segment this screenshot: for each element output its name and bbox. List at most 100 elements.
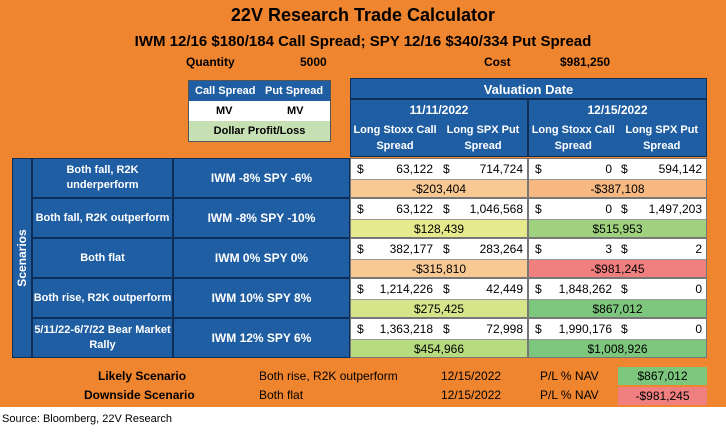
scenario-d1-block: $1,214,226 $42,449 $275,425 — [350, 278, 528, 318]
source-note: Source: Bloomberg, 22V Research — [2, 413, 172, 425]
call-mv-value: 1,363,218 — [379, 322, 433, 336]
mv-line: $63,122 $714,724 — [351, 159, 527, 179]
put-mv-value: 72,998 — [486, 322, 523, 336]
call-mv-value: 1,214,226 — [379, 282, 433, 296]
cost-value: $981,250 — [560, 55, 611, 69]
dollar-sign: $ — [357, 322, 364, 336]
put-mv-value: 42,449 — [486, 282, 523, 296]
scenario-move: IWM 10% SPY 8% — [173, 278, 350, 318]
pl-value: -$315,810 — [351, 259, 527, 277]
scenario-name: Both rise, R2K outperform — [32, 278, 173, 318]
mv-line: $1,363,218 $72,998 — [351, 319, 527, 339]
legend-dollar-pl: Dollar Profit/Loss — [189, 121, 330, 141]
dollar-sign: $ — [357, 242, 364, 256]
pl-value: $128,439 — [351, 219, 527, 237]
pl-value: -$981,245 — [529, 259, 706, 277]
scenario-row: Both rise, R2K outperform IWM 10% SPY 8% $… — [32, 278, 707, 318]
dollar-sign: $ — [443, 162, 450, 176]
downside-scenario-name: Both flat — [259, 388, 304, 402]
cost-label: Cost — [484, 55, 511, 69]
put-mv-value: 1,497,203 — [648, 202, 702, 216]
scenario-d1-block: $382,177 $283,264 -$315,810 — [350, 238, 528, 278]
put-mv-value: 594,142 — [658, 162, 702, 176]
dollar-sign: $ — [621, 202, 628, 216]
dollar-sign: $ — [357, 282, 364, 296]
mv-line: $1,848,262 $0 — [529, 279, 706, 299]
likely-scenario-name: Both rise, R2K outperform — [259, 369, 398, 383]
scenario-d1-block: $1,363,218 $72,998 $454,966 — [350, 318, 528, 358]
pl-value: $454,966 — [351, 339, 527, 357]
mv-line: $1,990,176 $0 — [529, 319, 706, 339]
downside-scenario-value: -$981,245 — [618, 387, 707, 405]
put-mv-value: 1,046,568 — [469, 202, 523, 216]
pl-value: $1,008,926 — [529, 339, 706, 357]
legend-put-spread: Put Spread — [265, 85, 324, 97]
scenario-d2-block: $1,848,262 $0 $867,012 — [528, 278, 707, 318]
put-mv-value: 283,264 — [479, 242, 523, 256]
legend-call-spread: Call Spread — [195, 85, 256, 97]
scenario-row: Both flat IWM 0% SPY 0% $382,177 $283,264 -$… — [32, 238, 707, 278]
pl-value: $515,953 — [529, 219, 706, 237]
mv-line: $63,122 $1,046,568 — [351, 199, 527, 219]
dollar-sign: $ — [443, 242, 450, 256]
scenario-move: IWM 12% SPY 6% — [173, 318, 350, 358]
date-1-put-header: Long SPX Put Spread — [446, 124, 520, 152]
likely-scenario-label: Likely Scenario — [98, 369, 187, 383]
legend-header-row: Call Spread Put Spread — [189, 81, 330, 101]
scenario-move: IWM -8% SPY -6% — [173, 158, 350, 198]
downside-scenario-label: Downside Scenario — [84, 388, 195, 402]
call-mv-value: 382,177 — [389, 242, 433, 256]
call-mv-value: 63,122 — [396, 162, 433, 176]
likely-scenario-value: $867,012 — [618, 367, 707, 385]
scenario-d1-block: $63,122 $714,724 -$203,404 — [350, 158, 528, 198]
dollar-sign: $ — [535, 202, 542, 216]
date-1-call-header: Long Stoxx Call Spread — [353, 124, 437, 152]
call-mv-value: 0 — [605, 162, 612, 176]
scenario-name: Both flat — [32, 238, 173, 278]
page-subtitle: IWM 12/16 $180/184 Call Spread; SPY 12/1… — [134, 33, 592, 50]
dollar-sign: $ — [535, 282, 542, 296]
dollar-sign: $ — [535, 322, 542, 336]
dollar-sign: $ — [621, 282, 628, 296]
put-mv-value: 0 — [695, 282, 702, 296]
scenario-d2-block: $0 $1,497,203 $515,953 — [528, 198, 707, 238]
scenarios-label-text: Scenarios — [15, 229, 29, 287]
scenario-name: 5/11/22-6/7/22 Bear Market Rally — [32, 318, 173, 358]
scenarios-side-label: Scenarios — [12, 158, 32, 358]
pl-value: $867,012 — [529, 299, 706, 317]
dollar-sign: $ — [357, 202, 364, 216]
mv-line: $0 $1,497,203 — [529, 199, 706, 219]
scenario-row: 5/11/22-6/7/22 Bear Market Rally IWM 12% … — [32, 318, 707, 358]
pl-value: $275,425 — [351, 299, 527, 317]
quantity-label: Quantity — [186, 55, 235, 69]
dollar-sign: $ — [443, 322, 450, 336]
dollar-sign: $ — [443, 282, 450, 296]
call-mv-value: 1,848,262 — [558, 282, 612, 296]
date-2: 12/15/2022 — [587, 103, 648, 117]
date-2-call-header: Long Stoxx Call Spread — [531, 124, 615, 152]
dollar-sign: $ — [621, 322, 628, 336]
scenario-d2-block: $0 $594,142 -$387,108 — [528, 158, 707, 198]
call-mv-value: 63,122 — [396, 202, 433, 216]
dollar-sign: $ — [443, 202, 450, 216]
put-mv-value: 2 — [695, 242, 702, 256]
downside-scenario-date: 12/15/2022 — [441, 388, 502, 402]
call-mv-value: 3 — [605, 242, 612, 256]
valuation-date-header: Valuation Date — [350, 78, 707, 99]
call-mv-value: 0 — [605, 202, 612, 216]
scenario-name: Both fall, R2K outperform — [32, 198, 173, 238]
date-column-1: 11/11/2022 Long Stoxx Call Spread Long S… — [350, 99, 528, 157]
quantity-value: 5000 — [300, 55, 327, 69]
scenario-d2-block: $1,990,176 $0 $1,008,926 — [528, 318, 707, 358]
scenario-d2-block: $3 $2 -$981,245 — [528, 238, 707, 278]
page-title: 22V Research Trade Calculator — [230, 5, 496, 25]
dollar-sign: $ — [535, 242, 542, 256]
scenario-move: IWM 0% SPY 0% — [173, 238, 350, 278]
legend-mv-row: MV MV — [189, 101, 330, 121]
put-mv-value: 0 — [695, 322, 702, 336]
mv-line: $0 $594,142 — [529, 159, 706, 179]
dollar-sign: $ — [621, 162, 628, 176]
pl-value: -$203,404 — [351, 179, 527, 197]
scenario-name: Both fall, R2K underperform — [32, 158, 173, 198]
scenario-d1-block: $63,122 $1,046,568 $128,439 — [350, 198, 528, 238]
